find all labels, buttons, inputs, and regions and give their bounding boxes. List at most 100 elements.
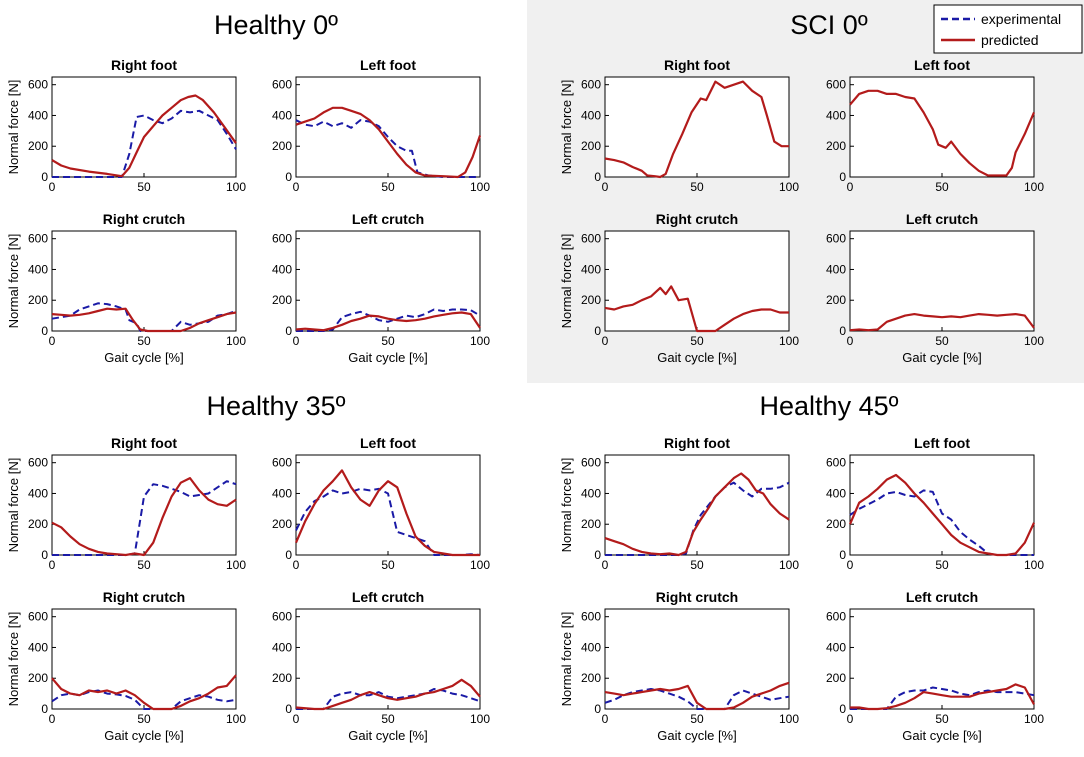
y-tick-label: 600 [581,456,601,470]
plot-area [849,230,1035,332]
y-axis-label: Normal force [N] [6,612,21,707]
chart-panel: Left foot 0 200 400 600 0 50 100 [272,435,490,572]
x-tick-label: 0 [49,334,56,348]
y-tick-label: 200 [28,139,48,153]
x-tick-label: 0 [602,180,609,194]
panel-title: Left crutch [352,211,424,227]
x-axis-label: Gait cycle [%] [104,728,183,743]
chart-group: Healthy 35º Right foot 0 200 400 600 0 50 100 Nor… [6,391,490,743]
panel-title: Left foot [360,57,416,73]
y-tick-label: 200 [28,517,48,531]
plot-area [849,454,1035,556]
panel-title: Right crutch [103,211,185,227]
plot-area [295,76,481,178]
x-tick-label: 50 [381,180,395,194]
chart-panel: Right foot 0 200 400 600 0 50 100 Normal force [… [6,435,246,572]
y-tick-label: 200 [826,671,846,685]
y-tick-label: 400 [581,486,601,500]
panel-title: Left foot [360,435,416,451]
y-tick-label: 0 [285,324,292,338]
plot-area [849,608,1035,710]
chart-group: Healthy 45º Right foot 0 200 400 600 0 50 100 Nor… [559,391,1044,743]
chart-panel: Right crutch 0 200 400 600 0 50 100 Normal force… [559,211,799,365]
predicted-series-line [295,678,481,711]
y-tick-label: 0 [594,548,601,562]
x-tick-label: 100 [226,334,246,348]
y-tick-label: 0 [285,548,292,562]
y-tick-label: 200 [28,671,48,685]
y-tick-label: 600 [826,232,846,246]
y-axis-label: Normal force [N] [6,458,21,553]
x-tick-label: 50 [137,334,151,348]
panel-title: Right foot [111,57,177,73]
panel-title: Right crutch [656,589,738,605]
chart-panel: Left foot 0 200 400 600 0 50 100 [826,435,1044,572]
chart-panel: Right foot 0 200 400 600 0 50 100 Normal force [… [559,57,799,194]
x-axis-label: Gait cycle [%] [902,728,981,743]
x-tick-label: 100 [1024,712,1044,726]
y-tick-label: 600 [272,232,292,246]
x-tick-label: 100 [470,180,490,194]
plot-area [51,608,237,710]
predicted-series-line [604,80,789,179]
y-tick-label: 200 [826,517,846,531]
x-tick-label: 0 [602,558,609,572]
legend: experimental predicted [933,4,1083,54]
experimental-series-line [296,308,481,332]
x-axis-label: Gait cycle [%] [348,350,427,365]
y-axis-label: Normal force [N] [6,80,21,175]
y-tick-label: 0 [41,702,48,716]
x-tick-label: 100 [1024,180,1044,194]
panel-title: Left foot [914,435,970,451]
y-tick-label: 200 [272,293,292,307]
panel-title: Right foot [664,435,730,451]
x-tick-label: 0 [602,334,609,348]
y-tick-label: 0 [839,170,846,184]
y-tick-label: 200 [581,139,601,153]
y-tick-label: 600 [581,78,601,92]
x-axis-label: Gait cycle [%] [348,728,427,743]
x-tick-label: 50 [690,180,704,194]
plot-area [295,608,481,710]
panel-title: Left foot [914,57,970,73]
x-tick-label: 0 [49,558,56,572]
predicted-series-line [604,681,790,711]
chart-panel: Left crutch 0 200 400 600 0 50 100 Gait cycle [%… [272,211,490,365]
predicted-series-line [295,106,482,179]
group-title: SCI 0º [790,10,868,40]
y-tick-label: 400 [28,108,48,122]
predicted-series-line [850,683,1035,711]
x-tick-label: 50 [137,180,151,194]
y-tick-label: 0 [594,324,601,338]
predicted-series-line [849,89,1036,177]
y-tick-label: 200 [272,517,292,531]
x-tick-label: 0 [847,180,854,194]
y-axis-label: Normal force [N] [559,80,574,175]
y-tick-label: 0 [839,548,846,562]
y-tick-label: 400 [826,640,846,654]
x-tick-label: 0 [49,180,56,194]
group-title: Healthy 35º [207,391,346,421]
panel-title: Right foot [664,57,730,73]
predicted-series-line [51,674,237,711]
y-tick-label: 0 [839,702,846,716]
chart-panel: Left foot 0 200 400 600 0 50 100 [272,57,490,194]
x-tick-label: 50 [935,558,949,572]
y-tick-label: 0 [285,702,292,716]
predicted-series-line [604,285,789,333]
y-tick-label: 400 [28,486,48,500]
x-tick-label: 100 [226,558,246,572]
chart-group: SCI 0º Right foot 0 200 400 600 0 50 100 Normal f… [559,10,1044,365]
predicted-series-line [51,477,237,557]
chart-panel: Left crutch 0 200 400 600 0 50 100 Gait cycle [%… [272,589,490,743]
y-axis-label: Normal force [N] [559,234,574,329]
x-tick-label: 50 [935,180,949,194]
y-tick-label: 200 [826,139,846,153]
x-tick-label: 0 [49,712,56,726]
x-tick-label: 100 [1024,558,1044,572]
x-tick-label: 100 [470,712,490,726]
predicted-series-line [295,311,481,332]
y-tick-label: 600 [272,78,292,92]
y-tick-label: 400 [581,108,601,122]
panel-title: Left crutch [906,589,978,605]
